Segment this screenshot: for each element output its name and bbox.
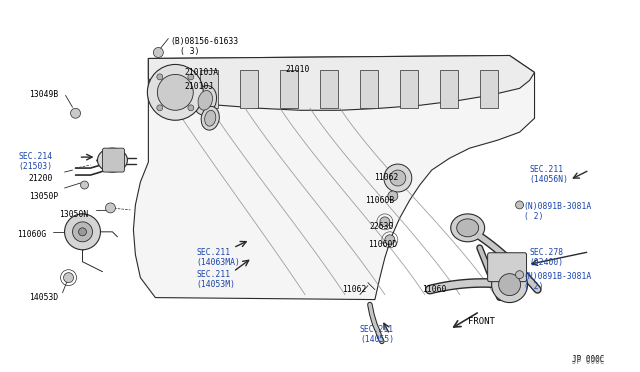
Circle shape — [492, 267, 527, 302]
Text: 11062: 11062 — [342, 285, 366, 294]
Circle shape — [516, 201, 524, 209]
Circle shape — [380, 217, 390, 227]
Text: FRONT: FRONT — [468, 317, 495, 326]
Ellipse shape — [457, 219, 479, 237]
Text: 11062: 11062 — [374, 173, 398, 182]
Polygon shape — [360, 70, 378, 108]
Circle shape — [390, 170, 406, 186]
Text: JP 000C: JP 000C — [572, 357, 605, 366]
Ellipse shape — [97, 148, 127, 172]
Text: ( 2): ( 2) — [524, 282, 543, 291]
Circle shape — [147, 64, 204, 120]
Text: 21010JA: 21010JA — [184, 68, 218, 77]
Circle shape — [81, 181, 88, 189]
Circle shape — [72, 222, 93, 242]
FancyBboxPatch shape — [102, 148, 124, 172]
Polygon shape — [280, 70, 298, 108]
Circle shape — [388, 191, 398, 201]
Circle shape — [385, 235, 395, 245]
Text: 21200: 21200 — [29, 174, 53, 183]
Ellipse shape — [451, 214, 484, 242]
Polygon shape — [200, 70, 218, 108]
Text: 13049B: 13049B — [29, 90, 58, 99]
Polygon shape — [240, 70, 258, 108]
Text: 13050N: 13050N — [59, 210, 88, 219]
Text: 11060B: 11060B — [365, 196, 394, 205]
Text: (N)0891B-3081A: (N)0891B-3081A — [524, 272, 592, 281]
Text: JP 000C: JP 000C — [572, 355, 605, 364]
Text: SEC.211: SEC.211 — [529, 165, 564, 174]
Circle shape — [65, 214, 100, 250]
Text: (14056N): (14056N) — [529, 175, 568, 184]
Circle shape — [70, 108, 81, 118]
Text: (N)0891B-3081A: (N)0891B-3081A — [524, 202, 592, 211]
Circle shape — [106, 203, 115, 213]
Text: (14055): (14055) — [360, 336, 394, 344]
Polygon shape — [400, 70, 418, 108]
Polygon shape — [479, 70, 498, 108]
Polygon shape — [440, 70, 458, 108]
Circle shape — [63, 273, 74, 283]
Circle shape — [384, 164, 412, 192]
Text: ( 2): ( 2) — [524, 212, 543, 221]
Ellipse shape — [194, 86, 216, 115]
Text: 21010J: 21010J — [184, 82, 214, 92]
Circle shape — [157, 74, 193, 110]
Text: (14063MA): (14063MA) — [196, 258, 240, 267]
Text: 14053D: 14053D — [29, 293, 58, 302]
Circle shape — [157, 105, 163, 111]
Polygon shape — [320, 70, 338, 108]
Text: 21010: 21010 — [285, 65, 310, 74]
Text: 22630: 22630 — [370, 222, 394, 231]
Text: SEC.278: SEC.278 — [529, 248, 564, 257]
Circle shape — [516, 271, 524, 279]
Text: (92400): (92400) — [529, 258, 564, 267]
Text: 11060G: 11060G — [17, 230, 46, 239]
Text: 11060D: 11060D — [368, 240, 397, 249]
Circle shape — [188, 74, 194, 80]
Ellipse shape — [198, 90, 212, 110]
Ellipse shape — [205, 110, 216, 126]
Circle shape — [154, 48, 163, 58]
Text: (14053M): (14053M) — [196, 280, 236, 289]
Text: SEC.211: SEC.211 — [196, 270, 230, 279]
Ellipse shape — [201, 106, 220, 130]
Text: SEC.214: SEC.214 — [19, 152, 52, 161]
FancyBboxPatch shape — [488, 253, 527, 282]
Circle shape — [499, 274, 520, 296]
Text: 13050P: 13050P — [29, 192, 58, 201]
Polygon shape — [148, 55, 534, 110]
Polygon shape — [133, 55, 534, 299]
Text: ( 3): ( 3) — [180, 46, 200, 55]
Circle shape — [188, 105, 194, 111]
Text: (21503): (21503) — [19, 162, 52, 171]
Text: (B)08156-61633: (B)08156-61633 — [170, 36, 239, 45]
Text: 11060: 11060 — [422, 285, 446, 294]
Circle shape — [79, 228, 86, 236]
Text: SEC.211: SEC.211 — [196, 248, 230, 257]
Text: SEC.211: SEC.211 — [360, 326, 394, 334]
Circle shape — [157, 74, 163, 80]
